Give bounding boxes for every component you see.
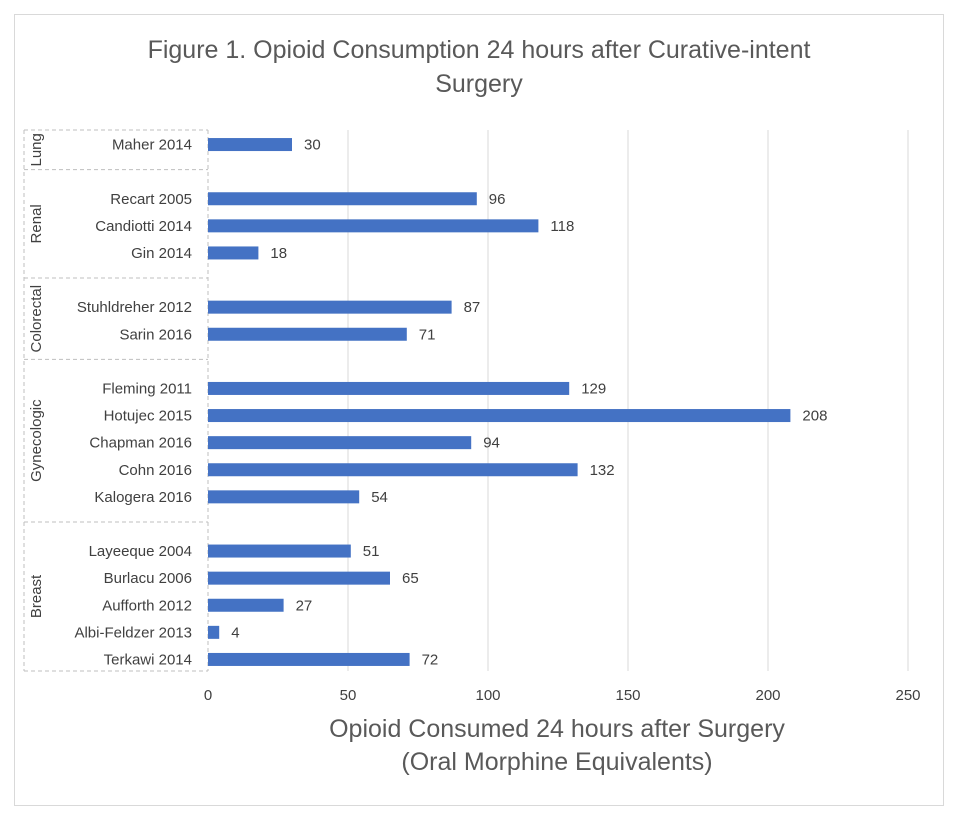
x-axis-title-line-1: Opioid Consumed 24 hours after Surgery xyxy=(329,715,785,743)
x-tick-label: 100 xyxy=(475,687,500,704)
bar-burlacu-2006 xyxy=(208,571,390,585)
gridlines xyxy=(207,130,909,671)
bar-stuhldreher-2012 xyxy=(208,300,452,314)
data-labels: 30 96 118 18 87 71 129 208 94 132 54 51 65 27 4 72 xyxy=(231,137,827,669)
x-tick-label: 200 xyxy=(755,687,780,704)
group-labels: Lung Renal Colorectal Gynecologic Breast xyxy=(28,133,45,618)
data-label: 87 xyxy=(464,299,481,316)
category-label: Stuhldreher 2012 xyxy=(77,299,192,316)
x-axis-title: Opioid Consumed 24 hours after Surgery (O… xyxy=(329,715,785,776)
bar-fleming-2011 xyxy=(208,381,570,395)
group-label-breast: Breast xyxy=(28,574,45,618)
bars xyxy=(208,138,791,666)
x-tick-label: 150 xyxy=(615,687,640,704)
data-label: 208 xyxy=(802,408,827,425)
x-tick-label: 0 xyxy=(204,687,212,704)
bar-chapman-2016 xyxy=(208,436,472,450)
data-label: 30 xyxy=(304,137,321,154)
group-label-lung: Lung xyxy=(28,133,45,166)
category-labels: Maher 2014 Recart 2005 Candiotti 2014 Gin 2… xyxy=(74,137,192,669)
chart-title: Figure 1. Opioid Consumption 24 hours af… xyxy=(148,36,811,98)
group-label-renal: Renal xyxy=(28,204,45,243)
chart-title-line-2: Surgery xyxy=(435,70,523,98)
category-label: Terkawi 2014 xyxy=(104,651,192,668)
category-label: Fleming 2011 xyxy=(102,380,192,397)
bar-layeeque-2004 xyxy=(208,544,351,558)
bar-sarin-2016 xyxy=(208,327,407,341)
data-label: 132 xyxy=(590,462,615,479)
x-tick-label: 50 xyxy=(340,687,357,704)
data-label: 94 xyxy=(483,435,500,452)
data-label: 18 xyxy=(270,245,287,262)
category-label: Cohn 2016 xyxy=(119,462,192,479)
data-label: 72 xyxy=(422,651,439,668)
data-label: 65 xyxy=(402,570,419,587)
category-label: Aufforth 2012 xyxy=(102,597,192,614)
bar-terkawi-2014 xyxy=(208,652,410,666)
data-label: 71 xyxy=(419,326,436,343)
group-separators xyxy=(23,129,208,672)
group-label-gynecologic: Gynecologic xyxy=(28,399,45,482)
x-axis-title-line-2: (Oral Morphine Equivalents) xyxy=(401,748,712,776)
category-label: Burlacu 2006 xyxy=(104,570,192,587)
category-label: Albi-Feldzer 2013 xyxy=(74,624,192,641)
bar-albi-feldzer-2013 xyxy=(208,625,220,639)
chart-title-line-1: Figure 1. Opioid Consumption 24 hours af… xyxy=(148,36,811,64)
chart-frame xyxy=(14,14,944,806)
category-label: Hotujec 2015 xyxy=(104,408,192,425)
bar-aufforth-2012 xyxy=(208,598,284,612)
category-label: Kalogera 2016 xyxy=(94,489,192,506)
bar-maher-2014 xyxy=(208,138,292,152)
data-label: 54 xyxy=(371,489,388,506)
bar-gin-2014 xyxy=(208,246,259,260)
group-label-colorectal: Colorectal xyxy=(28,285,45,353)
category-label: Gin 2014 xyxy=(131,245,192,262)
data-label: 118 xyxy=(550,218,574,235)
bar-recart-2005 xyxy=(208,192,477,206)
data-label: 4 xyxy=(231,624,239,641)
bar-hotujec-2015 xyxy=(208,409,791,423)
x-tick-label: 250 xyxy=(895,687,920,704)
category-label: Recart 2005 xyxy=(110,191,192,208)
x-tick-labels: 0 50 100 150 200 250 xyxy=(204,687,921,704)
data-label: 129 xyxy=(581,380,606,397)
bar-kalogera-2016 xyxy=(208,490,360,504)
data-label: 96 xyxy=(489,191,506,208)
category-label: Layeeque 2004 xyxy=(89,543,192,560)
category-label: Candiotti 2014 xyxy=(95,218,192,235)
data-label: 27 xyxy=(296,597,313,614)
category-label: Chapman 2016 xyxy=(89,435,192,452)
bar-cohn-2016 xyxy=(208,463,578,477)
data-label: 51 xyxy=(363,543,380,560)
category-label: Sarin 2016 xyxy=(119,326,192,343)
category-label: Maher 2014 xyxy=(112,137,192,154)
bar-candiotti-2014 xyxy=(208,219,539,233)
